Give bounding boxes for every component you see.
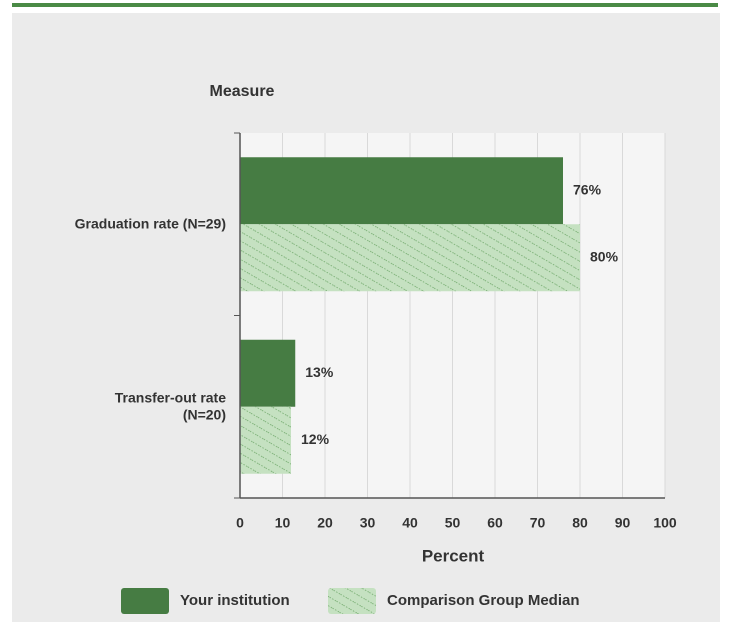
value-label: 76% [573,181,602,197]
chart-title: Measure [210,83,275,100]
bar [240,157,563,225]
x-tick-label: 90 [615,515,631,531]
x-tick-label: 40 [402,515,418,531]
bar [240,224,580,292]
top-bar [12,3,718,7]
y-tick-line: Graduation rate (N=29) [75,215,226,231]
y-tick-label: Transfer-out rate (N=20) [115,389,226,422]
x-tick-label: 50 [445,515,461,531]
y-tick-label: Graduation rate (N=29) [75,215,226,231]
value-label: 13% [305,364,334,380]
bar [240,406,291,474]
x-tick-label: 60 [487,515,503,531]
x-tick-label: 70 [530,515,546,531]
legend-label: Comparison Group Median [387,592,580,609]
y-tick-line: Transfer-out rate [115,389,226,405]
legend-label: Your institution [180,592,290,609]
x-axis-label: Percent [422,546,485,565]
y-tick-line: (N=20) [183,406,226,422]
value-label: 80% [590,248,619,264]
value-label: 12% [301,431,330,447]
x-tick-label: 10 [275,515,291,531]
x-tick-label: 100 [653,515,677,531]
bar [240,339,296,407]
legend-swatch [328,588,376,614]
x-tick-label: 20 [317,515,333,531]
x-tick-label: 80 [572,515,588,531]
x-tick-label: 0 [236,515,244,531]
legend-swatch [121,588,169,614]
x-tick-label: 30 [360,515,376,531]
